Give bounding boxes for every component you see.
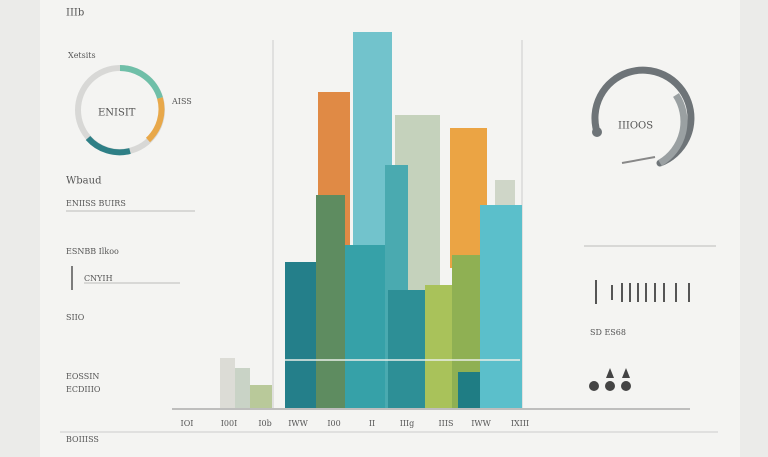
left-heading: Wbaud — [66, 176, 102, 187]
gauge — [591, 66, 695, 167]
left-num: SIIO — [66, 313, 85, 322]
x-label: I00 — [327, 419, 340, 428]
x-label: I00I — [221, 419, 238, 428]
donut-label: ENISIT — [98, 108, 136, 119]
left-label: Xetsits — [68, 51, 96, 60]
dots — [589, 368, 631, 391]
x-label: IOI — [181, 419, 194, 428]
x-label: IIIg — [400, 419, 415, 428]
header-mark: IIIb — [66, 8, 84, 19]
bars — [172, 32, 690, 410]
right-code: SD ES68 — [590, 328, 626, 337]
left-foot: ECDIIIO — [66, 385, 101, 394]
x-label: II — [369, 419, 375, 428]
x-labels: IOI I00I I0b IWW I00 II IIIg IIIS IWW IXIII — [181, 419, 530, 428]
left-foot: EOSSIN — [66, 372, 99, 381]
x-label: I0b — [258, 419, 271, 428]
gauge-label: IIIOOS — [618, 121, 653, 132]
donut-side: AISS — [171, 97, 192, 106]
x-label: IIIS — [439, 419, 454, 428]
donut — [75, 65, 165, 156]
left-heading: ESNBB Ilkoo — [66, 247, 119, 256]
left-text: CNYIH — [84, 274, 113, 283]
x-label: IWW — [288, 419, 308, 428]
x-label: IXIII — [511, 419, 529, 428]
footer-text: BOIIISS — [66, 435, 99, 444]
x-label: IWW — [471, 419, 491, 428]
left-text: ENIISS BUIRS — [66, 199, 126, 208]
tick-cluster — [595, 280, 690, 304]
